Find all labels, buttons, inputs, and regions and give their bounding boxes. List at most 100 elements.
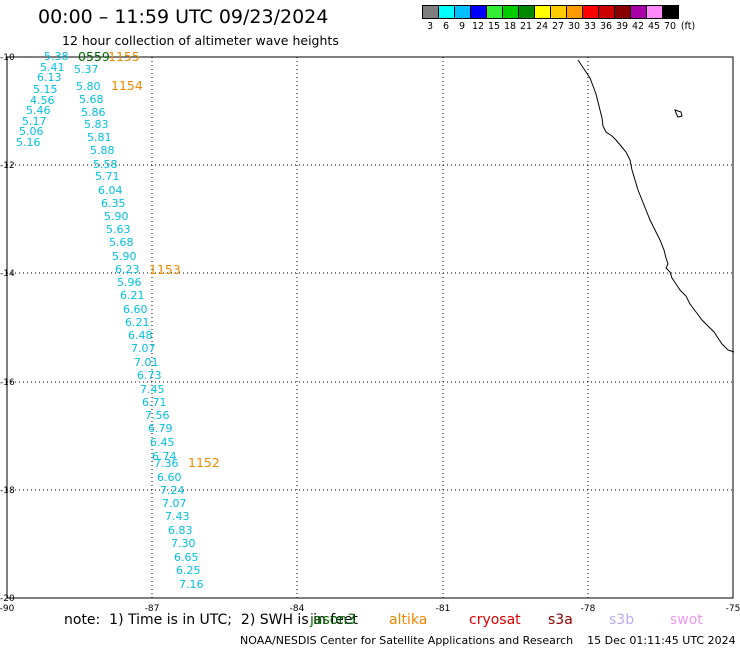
wave-height-values: 5.385.416.135.154.565.465.175.065.16 5.37… [16, 50, 204, 591]
wave-height-label: 6.60 [157, 471, 182, 484]
wave-height-label: 5.16 [16, 136, 41, 149]
wave-height-label: 5.68 [109, 236, 134, 249]
wave-height-label: 5.46 [26, 104, 51, 117]
wave-height-label: 6.65 [174, 551, 199, 564]
wave-height-label: 6.21 [120, 289, 145, 302]
wave-height-label: 7.07 [131, 342, 156, 355]
lon-label: -78 [581, 604, 596, 614]
lon-label: -90 [0, 604, 15, 614]
wave-height-label: 5.90 [104, 210, 129, 223]
scale-label-6: 6 [442, 21, 450, 32]
scale-swatch-70 [662, 5, 679, 19]
scale-label-27: 27 [551, 21, 565, 32]
lon-label: -84 [290, 604, 305, 614]
map-frame [6, 56, 734, 599]
scale-label-42: 42 [631, 21, 645, 32]
wave-height-label: 5.96 [117, 276, 142, 289]
wave-height-label: 5.38 [44, 50, 69, 63]
wave-height-label: 5.90 [112, 250, 137, 263]
lat-label: -16 [0, 378, 15, 388]
map-subtitle: 12 hour collection of altimeter wave hei… [62, 33, 339, 48]
footer-credit: NOAA/NESDIS Center for Satellite Applica… [240, 634, 736, 647]
axis-labels: -10 -12 -14 -16 -18 -20-90 -87 -84 -81 -78 -75 [0, 53, 740, 614]
wave-height-label: 6.48 [128, 329, 153, 342]
scale-label-9: 9 [458, 21, 466, 32]
scale-label-36: 36 [599, 21, 613, 32]
wave-height-label: 5.15 [33, 83, 58, 96]
map-title: 00:00 – 11:59 UTC 09/23/2024 [38, 6, 329, 28]
wave-height-label: 5.81 [87, 131, 112, 144]
wave-height-label: 6.35 [101, 197, 126, 210]
wave-height-label: 5.83 [84, 118, 109, 131]
island [674, 109, 683, 118]
legend-jason3: jason3 [310, 612, 357, 628]
wave-height-label: 7.45 [140, 383, 165, 396]
wave-height-label: 6.45 [150, 436, 175, 449]
scale-label-70: 70 [663, 21, 677, 32]
wave-height-label: 6.04 [98, 184, 123, 197]
wave-height-label: 5.58 [93, 158, 118, 171]
pass-time-label: 1153 [149, 262, 181, 277]
pass-time-label: 1152 [188, 455, 220, 470]
legend-cryosat: cryosat [469, 612, 521, 628]
grid-lines [6, 56, 734, 599]
scale-label-3: 3 [426, 21, 434, 32]
wave-height-label: 6.79 [148, 422, 173, 435]
wave-height-label: 5.88 [90, 144, 115, 157]
legend-s3a: s3a [548, 612, 573, 628]
wave-height-label: 7.56 [145, 409, 170, 422]
scale-label-15: 15 [487, 21, 501, 32]
scale-label-18: 18 [503, 21, 517, 32]
legend-s3b: s3b [609, 612, 635, 628]
wave-height-label: 6.74 [152, 450, 177, 463]
wave-height-label: 5.63 [106, 223, 131, 236]
pass-time-label: 1155 [108, 49, 140, 64]
pass-time-label: 0559 [78, 49, 110, 64]
color-scale-labels: 3 6 9 12 15 18 21 24 27 30 33 36 39 42 45 70 (ft) [422, 21, 740, 33]
wave-height-label: 7.07 [162, 497, 187, 510]
scale-label-24: 24 [535, 21, 549, 32]
legend-altika: altika [389, 612, 428, 628]
wave-height-label: 5.71 [95, 170, 120, 183]
wave-height-label: 7.01 [134, 356, 159, 369]
wave-height-label: 5.06 [19, 125, 44, 138]
wave-height-label: 6.71 [142, 396, 167, 409]
wave-height-label: 6.21 [125, 316, 150, 329]
scale-label-45: 45 [647, 21, 661, 32]
pass-time-label: 1154 [111, 78, 143, 93]
lon-label: -87 [145, 604, 160, 614]
wave-height-label: 7.43 [165, 510, 190, 523]
wave-height-label: 6.23 [115, 263, 140, 276]
lon-label: -75 [726, 604, 740, 614]
scale-unit: (ft) [680, 21, 696, 32]
scale-label-39: 39 [615, 21, 629, 32]
scale-label-21: 21 [519, 21, 533, 32]
lat-label: -20 [0, 594, 15, 604]
lat-label: -12 [0, 161, 15, 171]
wave-height-label: 6.73 [137, 369, 162, 382]
wave-height-label: 7.24 [160, 484, 185, 497]
wave-height-label: 6.25 [176, 564, 201, 577]
wave-height-label: 6.13 [37, 71, 62, 84]
color-scale [422, 5, 679, 19]
note-text: note: 1) Time is in UTC; 2) SWH is in fe… [64, 612, 358, 628]
wave-height-label: 5.86 [81, 106, 106, 119]
lon-label: -81 [436, 604, 451, 614]
lat-label: -14 [0, 269, 15, 279]
lat-label: -18 [0, 486, 15, 496]
scale-label-33: 33 [583, 21, 597, 32]
scale-label-12: 12 [471, 21, 485, 32]
wave-height-label: 7.36 [154, 457, 179, 470]
wave-height-label: 5.41 [40, 61, 65, 74]
wave-height-label: 5.37 [74, 63, 99, 76]
wave-height-label: 4.56 [30, 94, 55, 107]
wave-height-label: 6.60 [123, 303, 148, 316]
coastline [577, 59, 735, 353]
wave-height-label: 7.30 [171, 537, 196, 550]
scale-label-30: 30 [567, 21, 581, 32]
lat-label: -10 [0, 53, 15, 63]
wave-height-label: 5.68 [79, 93, 104, 106]
wave-height-label: 5.80 [76, 80, 101, 93]
